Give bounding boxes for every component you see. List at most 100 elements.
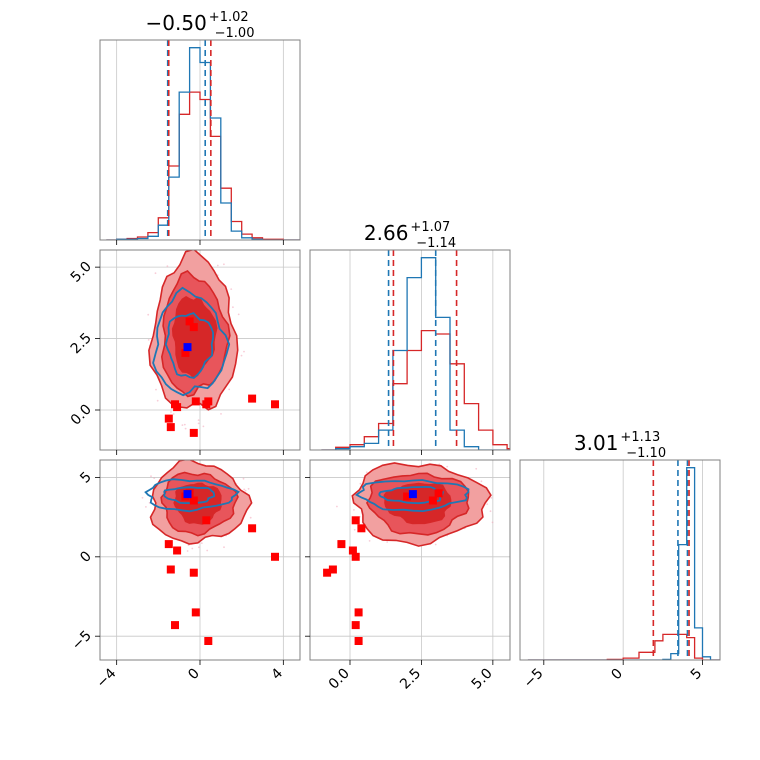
sample-dot xyxy=(147,339,150,341)
red-square-marker xyxy=(173,546,182,555)
sample-dot xyxy=(191,547,194,550)
panel-frame-2-2 xyxy=(519,459,721,661)
red-square-marker xyxy=(434,489,443,498)
red-histogram-step xyxy=(527,633,720,660)
x-tick-label: 0 xyxy=(608,666,626,684)
sample-dot xyxy=(240,354,243,357)
sample-dot xyxy=(182,455,184,457)
y-tick-label: 2.5 xyxy=(68,330,95,357)
x-tick-label: 2.5 xyxy=(397,666,424,693)
x-tick-label: −5 xyxy=(521,666,547,692)
sample-dot xyxy=(199,456,201,458)
y-tick-label: 0 xyxy=(77,548,95,566)
sample-dot xyxy=(145,506,147,508)
sample-dot xyxy=(446,465,449,468)
sample-dot xyxy=(147,313,150,316)
sample-dot xyxy=(174,247,176,249)
red-square-marker xyxy=(357,524,366,533)
red-square-marker xyxy=(351,621,360,630)
sample-dot xyxy=(210,247,212,249)
sample-dot xyxy=(353,509,355,511)
red-square-marker xyxy=(189,568,198,577)
blue-contour xyxy=(152,286,231,397)
sample-dot xyxy=(202,458,204,460)
blue-contour xyxy=(354,479,470,513)
sample-dot xyxy=(150,475,152,478)
red-square-marker xyxy=(348,546,357,555)
sample-dot xyxy=(220,413,222,415)
sample-dot xyxy=(491,521,494,524)
sample-dot xyxy=(243,488,246,491)
red-square-marker xyxy=(323,568,332,577)
y-tick-label: 0.0 xyxy=(68,402,95,429)
blue-square-marker xyxy=(408,490,417,499)
blue-contour xyxy=(144,478,240,513)
histogram-1 xyxy=(321,250,510,450)
sample-dot xyxy=(489,510,492,513)
histogram-layer xyxy=(106,40,720,660)
markers-2-1 xyxy=(323,489,443,645)
blue-contour xyxy=(163,486,215,505)
red-square-marker xyxy=(354,637,363,645)
sample-dot xyxy=(206,549,209,552)
red-square-marker xyxy=(202,516,211,525)
sample-dot xyxy=(249,516,252,519)
sample-dot xyxy=(480,480,483,483)
red-square-marker xyxy=(171,400,179,409)
sample-dot xyxy=(386,541,389,543)
sample-dot xyxy=(237,313,240,316)
sample-dot xyxy=(486,503,489,505)
red-square-marker xyxy=(171,621,179,630)
sample-dot xyxy=(243,350,245,353)
red-square-marker xyxy=(337,540,346,549)
title-param-0: −0.50 +1.02 −1.00 xyxy=(146,10,255,41)
x-tick-label: 5.0 xyxy=(469,666,496,693)
panel-frame-2-1 xyxy=(309,459,511,661)
histogram-2 xyxy=(527,460,720,660)
sample-dot xyxy=(181,424,184,426)
sample-dot xyxy=(365,471,368,474)
blue-contour xyxy=(378,485,444,505)
blue-histogram-step xyxy=(527,467,720,660)
x-tick-label: 0 xyxy=(185,666,203,684)
sample-dot xyxy=(475,467,478,470)
sample-dot xyxy=(359,482,362,485)
red-square-marker xyxy=(181,348,190,357)
red-square-marker xyxy=(189,428,198,437)
markers-1-0 xyxy=(164,317,279,437)
sample-dot xyxy=(154,272,157,275)
red-square-marker xyxy=(351,552,360,561)
sample-dot xyxy=(197,422,200,425)
sample-dot xyxy=(197,546,200,549)
x-tick-label: 5 xyxy=(688,666,706,684)
title-param-2: 3.01 +1.13 −1.10 xyxy=(574,430,666,461)
red-square-marker xyxy=(354,608,363,617)
red-square-marker xyxy=(189,323,198,332)
sample-dot xyxy=(170,411,172,413)
red-histogram-step xyxy=(321,329,510,450)
red-square-marker xyxy=(185,317,194,326)
red-square-marker xyxy=(164,414,173,423)
sample-dot xyxy=(202,425,205,428)
sample-dot xyxy=(183,423,186,426)
frame-layer xyxy=(95,39,721,665)
sample-dot xyxy=(210,456,212,458)
sample-dot xyxy=(228,388,231,391)
sample-dot xyxy=(156,399,159,402)
x-tick-label: −4 xyxy=(94,665,120,691)
sample-dot xyxy=(232,306,234,309)
sample-dot xyxy=(185,242,187,244)
density-panel-2-1 xyxy=(336,460,494,547)
red-square-marker xyxy=(328,565,337,574)
sample-dot xyxy=(368,540,371,542)
sample-dot xyxy=(200,542,203,544)
red-square-marker xyxy=(271,400,279,409)
sample-dot xyxy=(353,528,356,531)
sample-dot xyxy=(230,288,233,290)
sample-dot xyxy=(242,477,245,480)
sample-dot xyxy=(166,265,169,268)
sample-dot xyxy=(490,497,493,499)
x-tick-label: 4 xyxy=(269,665,287,683)
sample-dot xyxy=(141,496,144,499)
y-tick-label: −5 xyxy=(69,628,95,654)
